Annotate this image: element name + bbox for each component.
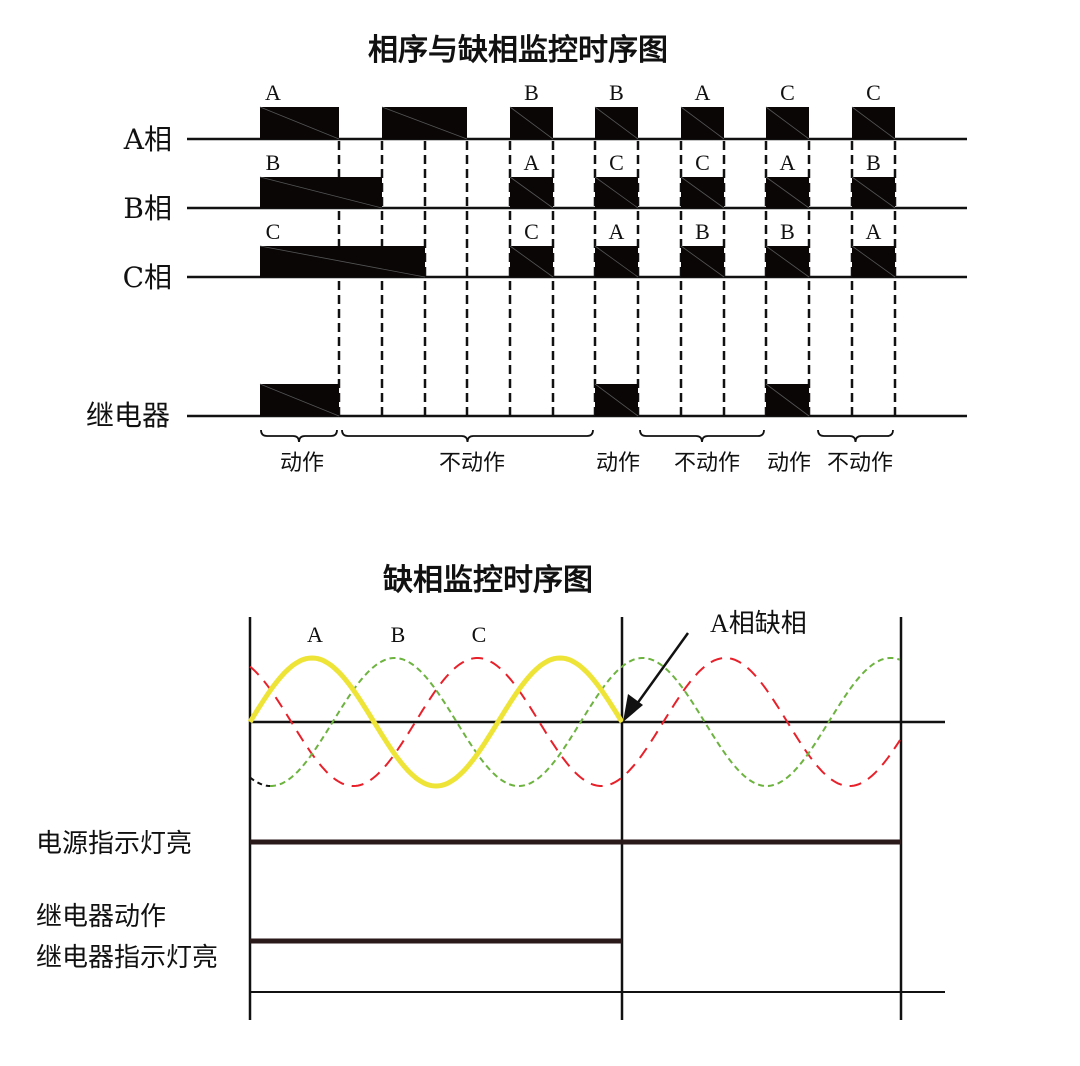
- relay-indicator-label: 继电器指示灯亮: [36, 943, 218, 973]
- state-label: 不动作: [674, 451, 740, 476]
- phase-label-a: A: [307, 622, 323, 647]
- pulse-diagonal: [765, 106, 810, 140]
- arrow-shaft: [632, 632, 690, 709]
- box-label-A: C: [866, 80, 881, 105]
- box-label-A: B: [609, 80, 624, 105]
- state-label: 动作: [596, 451, 640, 476]
- box-label-C: C: [266, 219, 281, 244]
- pulse-diagonal: [680, 176, 725, 209]
- pulse-diagonal: [765, 383, 810, 417]
- box-label-A: C: [780, 80, 795, 105]
- pulse-diagonal: [851, 176, 896, 209]
- phase-a-wave: [247, 655, 625, 789]
- box-label-C: A: [866, 219, 882, 244]
- top-title: 相序与缺相监控时序图: [368, 33, 668, 68]
- pulse-diagonal: [259, 176, 383, 209]
- state-label: 动作: [280, 451, 324, 476]
- box-label-B: A: [780, 150, 796, 175]
- pulse-diagonal: [509, 176, 554, 209]
- phase-b-wave-start: [249, 776, 271, 787]
- state-label: 不动作: [439, 451, 505, 476]
- state-label: 不动作: [827, 451, 893, 476]
- pulse-diagonal: [594, 383, 639, 417]
- box-label-B: B: [866, 150, 881, 175]
- row-label-c: C相: [123, 261, 172, 294]
- pulse-diagonal: [765, 176, 810, 209]
- arrow-head: [623, 694, 643, 722]
- brace: [260, 429, 338, 443]
- box-label-C: C: [524, 219, 539, 244]
- brace: [639, 429, 765, 443]
- pulse-diagonal: [509, 245, 554, 278]
- pulse-diagonal: [765, 245, 810, 278]
- box-label-A: A: [265, 80, 281, 105]
- box-label-B: C: [695, 150, 710, 175]
- phase-loss-annotation: A相缺相: [710, 609, 807, 638]
- pulse-diagonal: [381, 106, 468, 140]
- power-indicator-label: 电源指示灯亮: [36, 829, 192, 859]
- box-label-C: B: [695, 219, 710, 244]
- pulse-diagonal: [259, 106, 340, 140]
- phase-label-b: B: [391, 622, 406, 647]
- row-label-relay: 继电器: [86, 399, 170, 432]
- phase-c-wave: [249, 657, 901, 787]
- relay-action-label: 继电器动作: [36, 902, 166, 932]
- box-label-B: B: [266, 150, 281, 175]
- brace: [817, 429, 894, 443]
- pulse-diagonal: [851, 245, 896, 278]
- phase-label-c: C: [472, 622, 487, 647]
- box-label-B: A: [524, 150, 540, 175]
- pulse-diagonal: [680, 245, 725, 278]
- state-label: 动作: [767, 451, 811, 476]
- pulse-diagonal: [509, 106, 554, 140]
- box-label-C: A: [609, 219, 625, 244]
- brace: [341, 429, 594, 443]
- box-label-C: B: [780, 219, 795, 244]
- pulse-diagonal: [851, 106, 896, 140]
- box-label-B: C: [609, 150, 624, 175]
- phase-b-wave: [270, 657, 901, 787]
- row-label-a: A相: [123, 123, 172, 156]
- bottom-title: 缺相监控时序图: [383, 563, 593, 598]
- row-label-b: B相: [123, 192, 172, 225]
- box-label-A: A: [695, 80, 711, 105]
- pulse-diagonal: [594, 106, 639, 140]
- pulse-diagonal: [594, 176, 639, 209]
- pulse-diagonal: [594, 245, 639, 278]
- pulse-diagonal: [680, 106, 725, 140]
- pulse-diagonal: [259, 383, 340, 417]
- box-label-A: B: [524, 80, 539, 105]
- pulse-diagonal: [259, 245, 426, 278]
